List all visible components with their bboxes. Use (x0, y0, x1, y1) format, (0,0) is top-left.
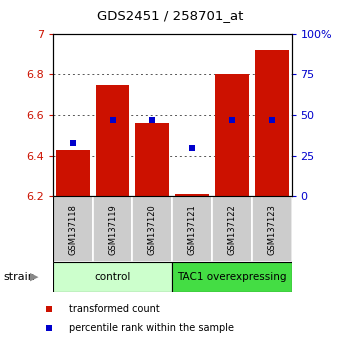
Text: control: control (94, 272, 131, 282)
Text: GDS2451 / 258701_at: GDS2451 / 258701_at (97, 9, 244, 22)
Bar (252, 196, 292, 262)
Bar (172, 196, 212, 262)
Text: ▶: ▶ (30, 272, 38, 282)
Bar (132, 196, 172, 262)
Text: percentile rank within the sample: percentile rank within the sample (69, 323, 234, 333)
Bar (215, 74, 249, 196)
Bar (175, 194, 209, 196)
Text: GSM137120: GSM137120 (148, 204, 157, 255)
Text: strain: strain (3, 272, 35, 282)
Bar (95, 85, 130, 196)
Text: GSM137119: GSM137119 (108, 204, 117, 255)
Bar (172, 262, 292, 292)
Text: GSM137121: GSM137121 (188, 204, 197, 255)
Bar (93, 196, 132, 262)
Text: GSM137123: GSM137123 (267, 204, 276, 255)
Text: transformed count: transformed count (69, 304, 159, 314)
Bar (53, 262, 172, 292)
Bar (53, 196, 93, 262)
Bar (135, 123, 169, 196)
Text: TAC1 overexpressing: TAC1 overexpressing (177, 272, 287, 282)
Text: GSM137122: GSM137122 (227, 204, 236, 255)
Bar (255, 50, 288, 196)
Text: GSM137118: GSM137118 (68, 204, 77, 255)
Bar (212, 196, 252, 262)
Bar (56, 150, 90, 196)
